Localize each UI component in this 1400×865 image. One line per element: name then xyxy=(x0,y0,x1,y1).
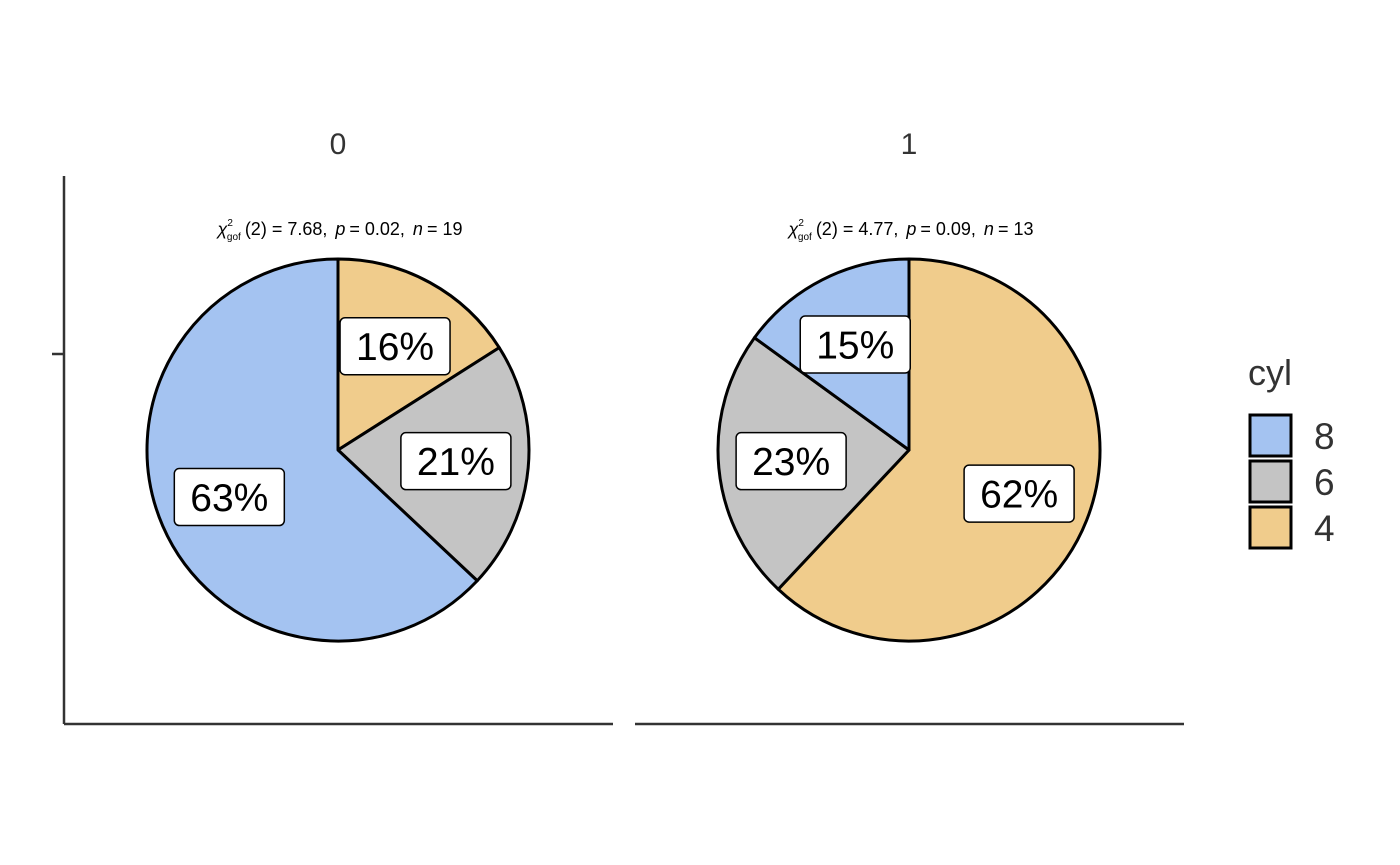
facet-panel-1: 1 χ2 gof (2) = 4.77, p = 0.09, n = 13 62% 23% 15… xyxy=(635,128,1184,726)
data-label-cyl-6: 21% xyxy=(400,431,512,491)
pie-slice-cyl-8 xyxy=(145,257,479,643)
legend-item-4: 4 xyxy=(1248,505,1335,550)
data-label-box xyxy=(799,315,911,374)
facet-panel-0: 0 χ2 gof (2) = 7.68, p = 0.02, n = 19 16% 21% 63… xyxy=(52,128,613,726)
data-label-text: 63% xyxy=(190,477,268,520)
legend: cyl 8 6 4 xyxy=(1248,352,1335,550)
legend-label-8: 8 xyxy=(1314,416,1335,457)
facet-subtitle-1: χ2 gof (2) = 4.77, p = 0.09, n = 13 xyxy=(787,218,1034,243)
legend-item-6: 6 xyxy=(1248,459,1335,504)
data-label-text: 15% xyxy=(816,324,894,367)
data-label-box xyxy=(339,316,451,376)
data-label-text: 16% xyxy=(356,326,434,369)
data-label-text: 21% xyxy=(417,441,495,484)
data-label-text: 23% xyxy=(752,441,830,484)
legend-key-4 xyxy=(1248,505,1293,550)
subtitle-stat-1: (2) = 4.77, xyxy=(816,219,899,239)
data-label-box xyxy=(400,431,512,491)
legend-label-6: 6 xyxy=(1314,462,1335,503)
pie-slice-cyl-4 xyxy=(776,257,1102,643)
facet-strip-label-1: 1 xyxy=(901,128,918,161)
data-label-cyl-8: 15% xyxy=(799,315,911,374)
legend-title: cyl xyxy=(1248,352,1292,393)
subtitle-stat-0: (2) = 7.68, xyxy=(245,219,328,239)
data-label-text: 62% xyxy=(980,474,1058,517)
pie-labels-0: 16% 21% 63% xyxy=(173,316,512,527)
data-label-cyl-4: 16% xyxy=(339,316,451,376)
subtitle-p-0: = 0.02, xyxy=(349,219,405,239)
subtitle-p-1: = 0.09, xyxy=(920,219,976,239)
legend-key-8 xyxy=(1248,413,1293,458)
facet-subtitle-0: χ2 gof (2) = 7.68, p = 0.02, n = 19 xyxy=(216,218,463,243)
data-label-box xyxy=(173,467,286,527)
facet-strip-label-0: 0 xyxy=(330,128,347,161)
legend-item-8: 8 xyxy=(1248,413,1335,458)
data-label-box xyxy=(963,464,1075,523)
data-label-cyl-6: 23% xyxy=(735,431,847,491)
subtitle-n-1: = 13 xyxy=(998,219,1034,239)
legend-key-6 xyxy=(1248,459,1293,504)
legend-label-4: 4 xyxy=(1314,508,1335,549)
data-label-box xyxy=(735,431,847,491)
pie-labels-1: 62% 23% 15% xyxy=(735,315,1075,523)
data-label-cyl-8: 63% xyxy=(173,467,286,527)
legend-items: 8 6 4 xyxy=(1248,413,1335,550)
subtitle-n-0: = 19 xyxy=(427,219,463,239)
data-label-cyl-4: 62% xyxy=(963,464,1075,523)
